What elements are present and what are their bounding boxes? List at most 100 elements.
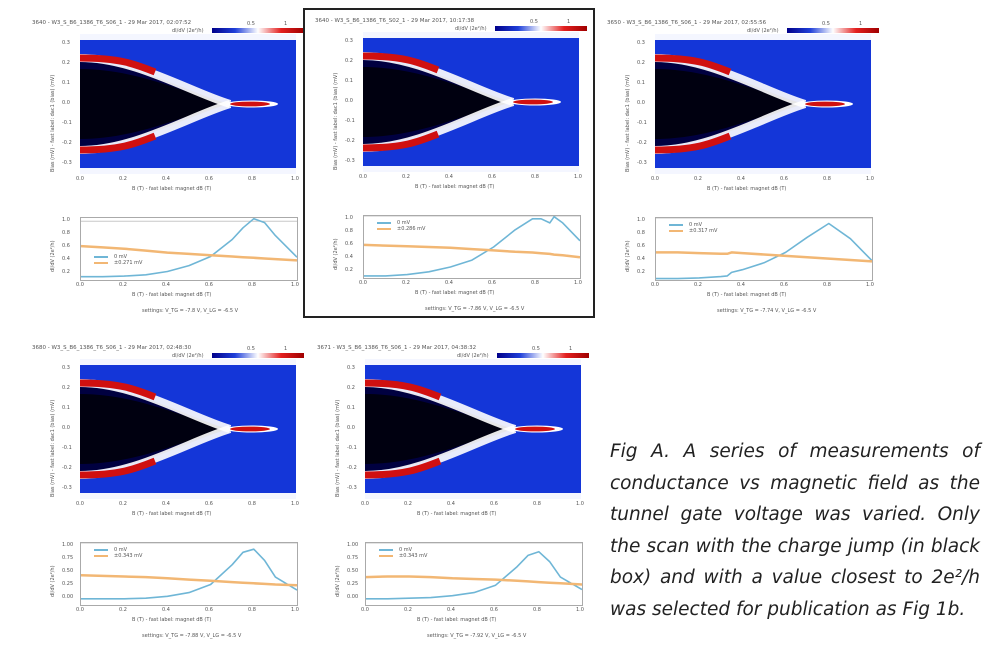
heatmap-top-edge [80,359,296,365]
linecut-xtick: 0.2 [119,607,127,613]
linecut-ylabel: dI/dV (2e²/h) [625,240,631,272]
linecut-legend: 0 mV±0.286 mV [377,220,425,232]
heatmap-ytick: 0.3 [347,365,355,371]
legend-swatch [377,222,391,224]
heatmap-ytick: 0.0 [637,100,645,106]
legend-entry: ±0.286 mV [377,226,425,232]
linecut-ytick: 0.2 [637,269,645,275]
linecut-xtick: 0.0 [76,282,84,288]
linecut-xlabel: B (T) - fast label: magnet dB (T) [415,290,494,296]
panel-title: 3671 - W3_S_B6_1386_T6_S06_1 - 29 Mar 20… [317,345,476,351]
gate-settings: settings: V_TG = -7.92 V, V_LG = -6.5 V [427,633,526,639]
finite-bias-trace [366,577,582,585]
heatmap-xtick: 0.0 [361,501,369,507]
colorbar-tick-label: 0.5 [247,21,255,27]
colorbar [212,28,304,33]
heatmap-xtick: 0.8 [533,501,541,507]
heatmap-ylabel: Bias (mV) - fast label: dac1 (bias) (mV) [625,75,631,172]
linecut-ytick: 0.6 [62,243,70,249]
colorbar [497,353,589,358]
linecut-ytick: 0.4 [62,256,70,262]
legend-swatch [94,256,108,258]
panel-title: 3640 - W3_S_B6_1386_T6_S02_1 - 29 Mar 20… [315,18,474,24]
conductance-heatmap [363,32,579,172]
heatmap-ytick: -0.2 [637,140,647,146]
heatmap-ytick: 0.1 [347,405,355,411]
heatmap-ytick: 0.2 [345,58,353,64]
linecut-xtick: 0.8 [248,607,256,613]
heatmap-xlabel: B (T) - fast label: magnet dB (T) [415,184,494,190]
heatmap-ylabel: Bias (mV) - fast label: dac1 (bias) (mV) [333,73,339,170]
linecut-xtick: 0.8 [248,282,256,288]
linecut-xtick: 0.4 [447,607,455,613]
heatmap-ytick: -0.2 [62,140,72,146]
linecut-ytick: 0.4 [345,254,353,260]
linecut-xtick: 0.4 [162,282,170,288]
heatmap-ytick: 0.3 [62,365,70,371]
linecut-xtick: 0.0 [359,280,367,286]
linecut-xtick: 0.6 [490,607,498,613]
heatmap-xtick: 0.2 [402,174,410,180]
linecut-ytick: 0.8 [345,228,353,234]
colorbar-tick-label: 1 [284,346,287,352]
legend-label: ±0.271 mV [114,260,142,266]
legend-swatch [377,228,391,230]
linecut-ytick: 0.50 [62,568,73,574]
figure-panel: 3650 - W3_S_B6_1386_T6_S06_1 - 29 Mar 20… [597,12,877,322]
heatmap-top-edge [655,34,871,40]
finite-bias-trace [656,252,872,261]
linecut-xtick: 1.0 [576,607,584,613]
finite-bias-trace [364,245,580,257]
linecut-ytick: 0.4 [637,256,645,262]
panel-title: 3650 - W3_S_B6_1386_T6_S06_1 - 29 Mar 20… [607,20,766,26]
legend-swatch [94,262,108,264]
heatmap-xtick: 0.6 [205,501,213,507]
heatmap-xlabel: B (T) - fast label: magnet dB (T) [417,511,496,517]
linecut-xtick: 0.6 [205,282,213,288]
panel-title: 3680 - W3_S_B6_1386_T6_S06_1 - 29 Mar 20… [32,345,191,351]
linecut-ytick: 1.0 [345,215,353,221]
legend-entry: ±0.343 mV [379,553,427,559]
heatmap-ytick: -0.2 [347,465,357,471]
linecut-legend: 0 mV±0.317 mV [669,222,717,234]
figure-caption: Fig A. A series of measurements of condu… [610,436,980,625]
heatmap-ytick: -0.3 [345,158,355,164]
linecut-ylabel: dI/dV (2e²/h) [335,565,341,597]
heatmap-ytick: -0.3 [62,160,72,166]
heatmap-xtick: 0.4 [447,501,455,507]
heatmap-xtick: 0.2 [404,501,412,507]
linecut-ytick: 1.00 [62,542,73,548]
linecut-plot [80,217,298,281]
heatmap-bottom-edge [80,168,296,174]
heatmap-ytick: 0.0 [347,425,355,431]
figure-panel: 3671 - W3_S_B6_1386_T6_S06_1 - 29 Mar 20… [307,337,587,647]
zero-bias-peak [230,102,270,107]
heatmap-xtick: 0.8 [531,174,539,180]
linecut-xtick: 0.6 [205,607,213,613]
heatmap-xtick: 0.0 [651,176,659,182]
heatmap-xlabel: B (T) - fast label: magnet dB (T) [132,511,211,517]
heatmap-bottom-edge [80,493,296,499]
linecut-xtick: 0.0 [361,607,369,613]
gate-settings: settings: V_TG = -7.74 V, V_LG = -6.5 V [717,308,816,314]
linecut-xtick: 1.0 [574,280,582,286]
legend-label: ±0.343 mV [399,553,427,559]
legend-label: ±0.317 mV [689,228,717,234]
heatmap-ytick: 0.2 [637,60,645,66]
heatmap-ytick: -0.3 [347,485,357,491]
linecut-ytick: 0.25 [347,581,358,587]
linecut-legend: 0 mV±0.343 mV [379,547,427,559]
linecut-legend: 0 mV±0.343 mV [94,547,142,559]
linecut-xtick: 0.2 [402,280,410,286]
linecut-ytick: 0.2 [62,269,70,275]
legend-label: ±0.286 mV [397,226,425,232]
zero-bias-peak [805,102,845,107]
linecut-ytick: 1.0 [62,217,70,223]
heatmap-xtick: 0.8 [248,501,256,507]
linecut-xtick: 1.0 [291,607,299,613]
linecut-ytick: 0.6 [637,243,645,249]
linecut-ylabel: dI/dV (2e²/h) [50,565,56,597]
colorbar [212,353,304,358]
heatmap-xtick: 1.0 [291,176,299,182]
colorbar-tick-label: 0.5 [247,346,255,352]
